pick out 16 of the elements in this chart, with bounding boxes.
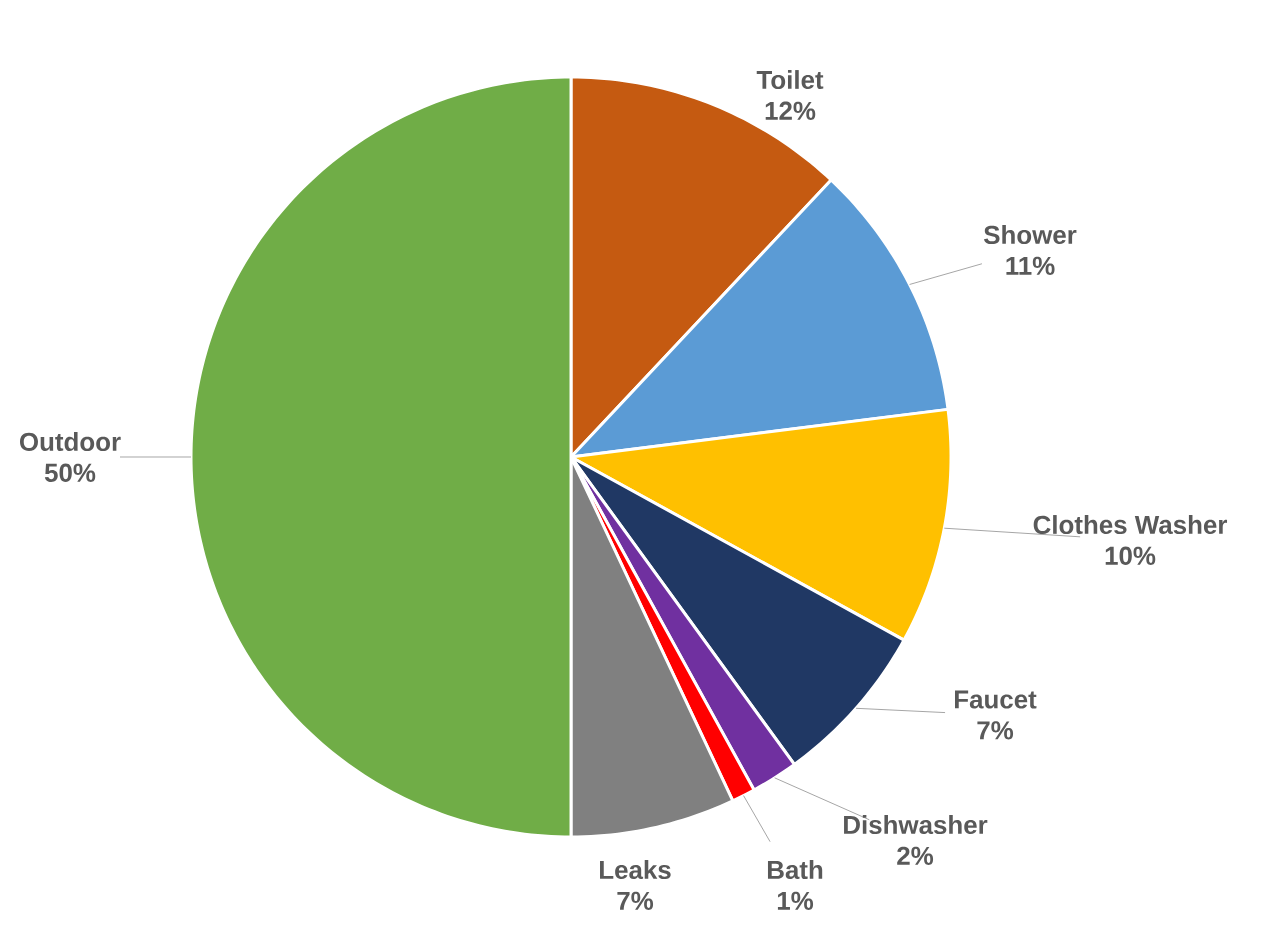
slice-label: Shower <box>983 225 1077 245</box>
slice-label: Faucet <box>955 690 1037 709</box>
data-label: 2% <box>897 846 934 865</box>
data-label: 1% <box>777 891 814 910</box>
data-label: 12% <box>765 101 816 120</box>
data-label: 7% <box>617 891 654 910</box>
slice-label: Dishwasher <box>844 815 988 835</box>
slice-label: Toilet <box>756 70 824 90</box>
data-label: 7% <box>977 721 1014 740</box>
slice-label: Bath <box>767 860 823 880</box>
data-label: 50% <box>44 463 96 482</box>
slice-label: Leaks <box>600 860 671 880</box>
slice-label: Outdoor <box>19 432 121 452</box>
data-label: 10% <box>1105 546 1156 565</box>
slice-label: Clothes Washer <box>1033 515 1228 535</box>
data-label: 11% <box>1006 256 1055 275</box>
